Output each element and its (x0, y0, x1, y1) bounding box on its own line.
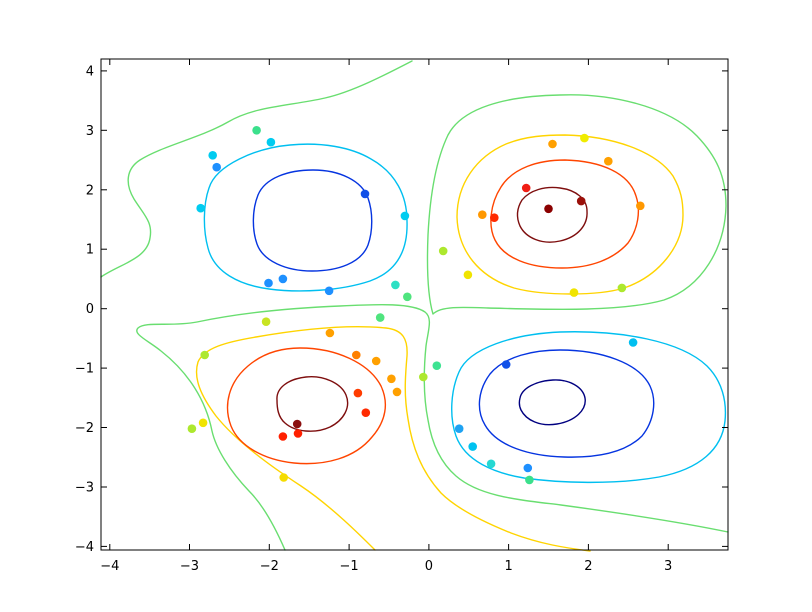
scatter-point (212, 162, 221, 172)
scatter-point (438, 246, 448, 256)
scatter-point (278, 432, 288, 441)
contour-line-pos-mid (490, 159, 640, 269)
x-tick-label: −1 (340, 559, 359, 574)
scatter-point (525, 475, 534, 485)
scatter-point (478, 210, 487, 219)
y-tick-label: 2 (86, 183, 94, 198)
scatter-point (198, 418, 208, 428)
x-tick-label: 3 (664, 559, 672, 574)
contour-line-neg-low (203, 143, 408, 292)
scatter-point (463, 270, 473, 280)
contour-line-zero (426, 94, 727, 315)
scatter-point (501, 360, 511, 369)
x-tick-label: 1 (504, 559, 512, 574)
scatter-point (521, 183, 531, 193)
scatter-point (392, 387, 402, 397)
scatter-point (636, 201, 645, 211)
scatter-point (292, 419, 302, 429)
scatter-point (628, 338, 638, 347)
contour-line-neg-mid (478, 349, 655, 458)
contour-line-neg-mid (252, 169, 373, 272)
scatter-point (371, 356, 381, 366)
contour-line-pos-mid (226, 347, 387, 465)
scatter-point (576, 196, 586, 206)
scatter-point (403, 292, 412, 302)
scatter-point (523, 463, 533, 473)
scatter-point (187, 424, 197, 434)
scatter-point (252, 126, 261, 135)
contour-line-pos-high (516, 186, 588, 243)
y-tick-label: 3 (86, 124, 94, 139)
scatter-point (454, 424, 464, 434)
scatter-point (361, 408, 371, 418)
scatter-point (200, 350, 209, 360)
scatter-point (279, 473, 289, 482)
y-tick-label: −1 (75, 362, 94, 377)
x-tick-label: −4 (100, 559, 119, 574)
scatter-point (324, 286, 334, 296)
scatter-point (325, 328, 335, 338)
contour-line-neg-high (518, 379, 586, 426)
contour-line-neg-low (451, 331, 727, 484)
y-tick-label: −2 (75, 421, 94, 436)
y-tick-label: −3 (75, 481, 94, 496)
scatter-point (208, 151, 217, 160)
y-tick-label: 4 (86, 64, 94, 79)
scatter-point (196, 203, 205, 213)
scatter-point (486, 459, 496, 469)
scatter-point (391, 280, 400, 290)
scatter-point (375, 313, 385, 322)
scatter-point (419, 372, 428, 382)
x-tick-label: 2 (584, 559, 592, 574)
scatter-point (261, 317, 271, 327)
x-tick-label: 0 (425, 559, 433, 574)
y-tick-label: 1 (86, 243, 94, 258)
scatter-point (544, 204, 553, 214)
contour-line-pos-low (456, 134, 684, 295)
scatter-point (360, 189, 370, 199)
scatter-point (400, 211, 410, 221)
y-tick-label: −4 (75, 540, 94, 555)
scatter-point (387, 374, 396, 384)
contour-line-zero (136, 303, 729, 551)
scatter-point (604, 156, 613, 166)
x-tick-label: −3 (180, 559, 199, 574)
scatter-point (432, 361, 442, 371)
y-tick-label: 0 (86, 302, 94, 317)
scatter-point (490, 213, 499, 222)
scatter-point (278, 274, 288, 284)
scatter-point (617, 283, 627, 293)
contour-line-pos-high (276, 376, 349, 432)
scatter-point (293, 429, 303, 438)
scatter-point (468, 442, 478, 451)
scatter-point (352, 350, 361, 360)
x-tick-label: −2 (260, 559, 279, 574)
axes-frame (100, 58, 729, 551)
scatter-point (580, 133, 589, 143)
scatter-point (548, 139, 557, 149)
scatter-point (569, 288, 579, 297)
scatter-point (266, 137, 276, 147)
scatter-point (264, 278, 273, 288)
contour-line-zero (100, 60, 413, 278)
scatter-point (353, 388, 363, 398)
